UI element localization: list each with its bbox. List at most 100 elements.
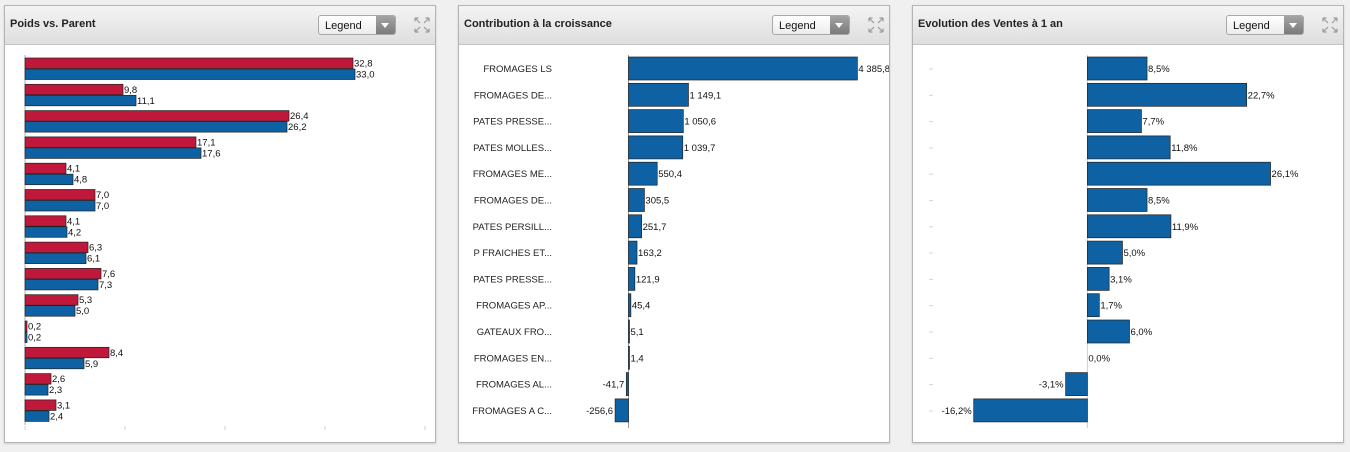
data-label: 2,3: [49, 385, 62, 396]
category-label: FROMAGES A C...: [472, 406, 552, 417]
data-label: 26,1%: [1272, 169, 1299, 180]
maximize-icon[interactable]: [867, 16, 885, 34]
bar: [614, 398, 629, 423]
bar: [24, 346, 110, 359]
bar: [1087, 188, 1148, 212]
data-label: 1 039,7: [684, 143, 716, 154]
data-label: 17,6: [202, 148, 221, 159]
bar: [24, 110, 290, 122]
category-label: FROMAGES DE...: [474, 196, 552, 207]
bar: [1065, 372, 1088, 396]
category-label: P FRAICHES ET...: [474, 248, 552, 259]
category-label: FROMAGES DE...: [474, 90, 552, 101]
data-label: 305,5: [645, 196, 669, 207]
data-label: 550,4: [658, 169, 682, 180]
panel-contribution-croissance: Contribution à la croissance Legend FROM…: [458, 5, 890, 443]
category-label: FROMAGES AP...: [476, 301, 552, 312]
bar: [628, 293, 632, 318]
legend-dropdown[interactable]: Legend: [772, 15, 850, 35]
panel-header: Poids vs. Parent Legend: [5, 6, 435, 45]
data-label: 4,1: [67, 164, 80, 175]
chevron-down-icon[interactable]: [1284, 16, 1303, 34]
data-label: 11,1: [137, 96, 155, 107]
data-label: 121,9: [636, 274, 660, 285]
data-label: 8,5%: [1148, 64, 1170, 75]
data-label: 9,8: [124, 85, 137, 96]
bar: [628, 161, 658, 186]
bar: [24, 279, 99, 291]
category-label: FROMAGES AL...: [476, 380, 552, 391]
chevron-down-icon[interactable]: [376, 16, 395, 34]
data-label: 5,9: [85, 359, 98, 370]
chart-contribution-croissance: FROMAGES LS 4 385,8 FROMAGES DE... 1 149,1 P…: [459, 45, 889, 442]
chart-poids-vs-parent: 32,8 9,8 26,4 17,1 4,1 7,0 4,1 6,3 7,6 5,3 0,2 8,4 2…: [5, 45, 435, 442]
data-label: 4 385,8: [858, 64, 889, 75]
data-label: 6,3: [89, 243, 102, 254]
bar: [24, 147, 202, 159]
bar: [628, 188, 645, 212]
bar: [625, 372, 629, 396]
data-label: 45,4: [632, 301, 651, 312]
bar: [24, 305, 76, 317]
category-label: PATES PERSILL...: [473, 222, 552, 233]
bar: [24, 121, 288, 133]
bar: [628, 240, 638, 265]
maximize-icon[interactable]: [413, 16, 431, 34]
category-label: PATES MOLLES...: [473, 143, 552, 154]
chart-svg: 32,8 9,8 26,4 17,1 4,1 7,0 4,1 6,3 7,6 5,3 0,2 8,4 2…: [24, 55, 426, 430]
category-label: FROMAGES EN...: [474, 353, 552, 364]
bar: [24, 320, 28, 332]
panel-title: Evolution des Ventes à 1 an: [918, 18, 1063, 30]
bar: [1087, 214, 1172, 239]
panel-evolution-ventes: Evolution des Ventes à 1 an Legend 8,5% 2…: [912, 5, 1344, 443]
data-label: 11,8%: [1171, 143, 1198, 154]
chart-evolution-ventes: 8,5% 22,7% 7,7% 11,8% 26,1% 8,5% 11,9% 5,0% 3,1%…: [913, 45, 1343, 442]
data-label: 5,0%: [1123, 248, 1145, 259]
panel-header: Contribution à la croissance Legend: [459, 6, 889, 45]
data-label: 11,9%: [1172, 222, 1199, 233]
data-label: 26,2: [288, 122, 307, 133]
data-label: 5,3: [79, 295, 92, 306]
legend-dropdown[interactable]: Legend: [1226, 15, 1304, 35]
legend-label: Legend: [325, 20, 362, 32]
data-label: 0,0%: [1088, 353, 1110, 364]
bar: [24, 357, 85, 370]
maximize-icon[interactable]: [1321, 16, 1339, 34]
bar: [24, 68, 356, 80]
panel-title: Contribution à la croissance: [464, 18, 612, 30]
data-label: 7,0: [96, 201, 109, 212]
legend-dropdown[interactable]: Legend: [318, 15, 396, 35]
legend-label: Legend: [779, 20, 816, 32]
bar: [628, 109, 684, 133]
data-label: 5,1: [630, 327, 643, 338]
data-label: -3,1%: [1039, 380, 1064, 391]
data-label: 8,4: [110, 348, 123, 359]
data-label: 7,0: [96, 190, 109, 201]
category-label: GATEAUX FRO...: [477, 327, 552, 338]
chevron-down-icon[interactable]: [830, 16, 849, 34]
data-label: 1 050,6: [684, 117, 716, 128]
data-label: 3,1: [57, 400, 70, 411]
data-label: 7,6: [102, 269, 115, 280]
bar: [1087, 82, 1248, 107]
data-label: 0,2: [28, 322, 41, 333]
data-label: 6,1: [87, 254, 100, 265]
bar: [24, 252, 87, 264]
data-label: 1,4: [630, 353, 643, 364]
data-label: -256,6: [586, 406, 613, 417]
data-label: 26,4: [290, 111, 309, 122]
bar: [1087, 267, 1110, 291]
data-label: 5,0: [76, 306, 89, 317]
bar: [1087, 109, 1142, 133]
data-label: 32,8: [354, 59, 373, 70]
data-label: 33,0: [356, 70, 375, 81]
data-label: 4,1: [67, 216, 80, 227]
panel-title: Poids vs. Parent: [10, 18, 96, 30]
bar: [628, 82, 689, 107]
bar: [24, 373, 52, 385]
data-label: 7,3: [99, 280, 112, 291]
category-label: PATES PRESSE...: [473, 117, 552, 128]
bar: [24, 215, 67, 227]
bar: [24, 94, 137, 107]
bar: [1087, 319, 1130, 344]
